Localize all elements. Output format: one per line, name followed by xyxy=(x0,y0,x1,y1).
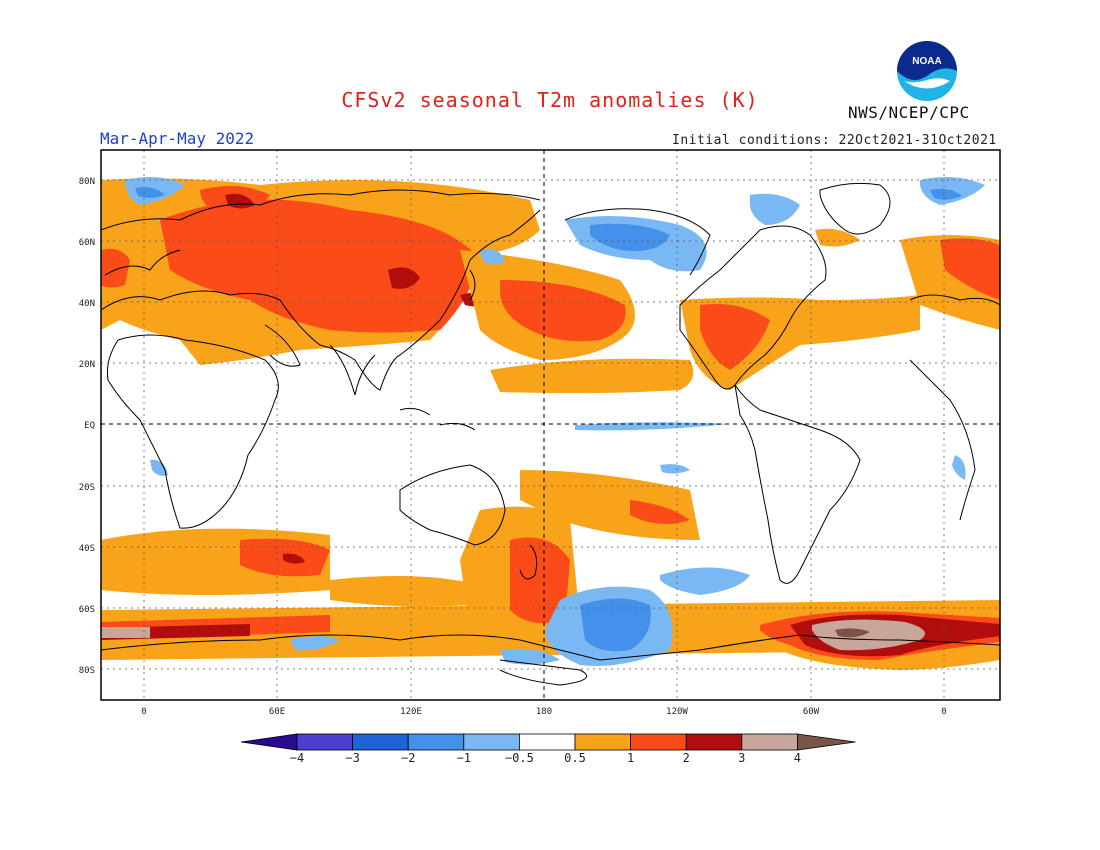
colorbar-label: 3 xyxy=(738,751,745,765)
lat-label: EQ xyxy=(84,421,95,431)
colorbar-arrow-high xyxy=(797,733,856,751)
colorbar-swatch xyxy=(407,733,465,751)
lat-label: 80S xyxy=(79,666,95,676)
season-label: Mar-Apr-May 2022 xyxy=(100,129,255,148)
colorbar-swatch xyxy=(519,733,576,751)
colorbar-label: −1 xyxy=(457,751,471,765)
anomaly-field xyxy=(101,176,1000,670)
agency-label: NWS/NCEP/CPC xyxy=(848,103,970,122)
colorbar-swatch xyxy=(352,733,409,751)
lat-label: 20N xyxy=(79,360,95,370)
lon-label: 60W xyxy=(803,707,820,717)
lon-label: 120E xyxy=(400,707,422,717)
colorbar-swatch xyxy=(741,733,798,751)
lat-label: 40N xyxy=(79,299,95,309)
colorbar-swatch xyxy=(574,733,631,751)
lat-label: 60N xyxy=(79,238,95,248)
colorbar: −4 −3 −2 −1 −0.5 0.5 1 2 3 4 xyxy=(240,733,856,765)
lon-label: 180 xyxy=(536,707,552,717)
noaa-logo: NOAA xyxy=(897,41,957,101)
svg-text:NOAA: NOAA xyxy=(912,56,941,67)
lat-label: 40S xyxy=(79,544,95,554)
lon-label: 0 xyxy=(141,707,146,717)
colorbar-label: 4 xyxy=(794,751,801,765)
map-frame xyxy=(100,149,1001,701)
colorbar-label: 2 xyxy=(683,751,690,765)
colorbar-arrow-low xyxy=(240,733,298,751)
colorbar-swatch xyxy=(463,733,520,751)
graticule xyxy=(101,150,1000,700)
reference-lines xyxy=(101,150,1000,700)
colorbar-swatch xyxy=(630,733,687,751)
lon-label: 120W xyxy=(666,707,688,717)
initial-conditions-label: Initial conditions: 22Oct2021-31Oct2021 xyxy=(672,133,997,148)
colorbar-label: 0.5 xyxy=(564,751,586,765)
colorbar-label: −4 xyxy=(290,751,304,765)
colorbar-label: −0.5 xyxy=(505,751,534,765)
lat-label: 60S xyxy=(79,605,95,615)
colorbar-swatch xyxy=(685,733,743,751)
lon-label: 0 xyxy=(941,707,946,717)
lat-label: 80N xyxy=(79,177,95,187)
colorbar-swatch xyxy=(296,733,353,751)
colorbar-label: −3 xyxy=(345,751,359,765)
latitude-labels: 80N 60N 40N 20N EQ 20S 40S 60S 80S xyxy=(79,177,95,676)
coastlines xyxy=(101,182,1000,686)
chart-title: CFSv2 seasonal T2m anomalies (K) xyxy=(341,88,759,112)
lat-label: 20S xyxy=(79,483,95,493)
colorbar-label: 1 xyxy=(627,751,634,765)
longitude-labels: 0 60E 120E 180 120W 60W 0 xyxy=(141,707,946,717)
colorbar-label: −2 xyxy=(401,751,415,765)
lon-label: 60E xyxy=(269,707,285,717)
